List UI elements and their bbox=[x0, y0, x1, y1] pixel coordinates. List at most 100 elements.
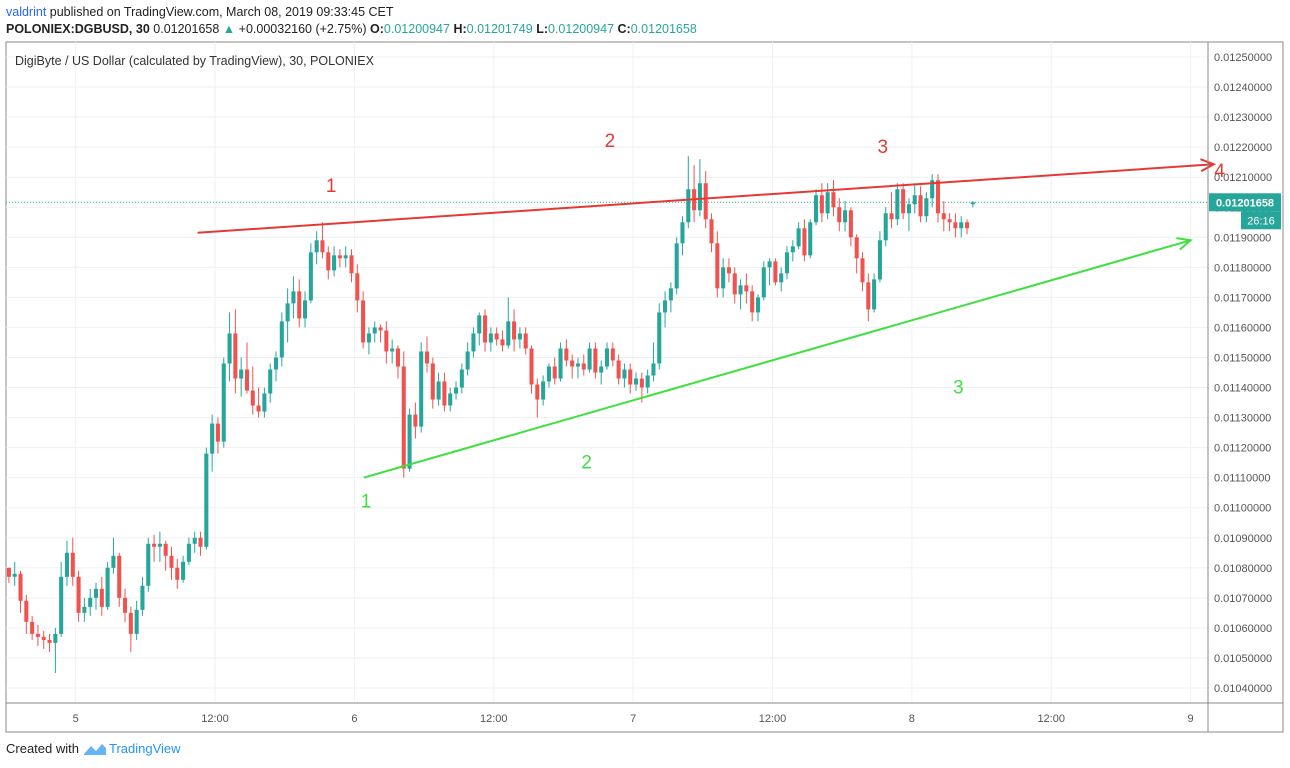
candle-body bbox=[239, 369, 244, 379]
candle bbox=[622, 363, 627, 388]
author-link[interactable]: valdrint bbox=[6, 5, 47, 19]
y-tick-label: 0.01210000 bbox=[1214, 172, 1272, 184]
candle bbox=[401, 351, 406, 478]
candle-body bbox=[535, 384, 540, 400]
candle-body bbox=[378, 327, 383, 331]
candle-body bbox=[326, 252, 331, 271]
candle bbox=[964, 219, 970, 235]
candle-body bbox=[332, 255, 337, 271]
candle bbox=[442, 372, 447, 412]
candle-body bbox=[755, 297, 761, 313]
candle-body bbox=[204, 453, 209, 547]
candle bbox=[953, 213, 958, 238]
candle-body bbox=[918, 195, 923, 217]
candle bbox=[361, 291, 366, 349]
candle bbox=[465, 342, 470, 376]
candle-body bbox=[256, 405, 261, 412]
publish-line: valdrint published on TradingView.com, M… bbox=[6, 4, 697, 21]
x-tick-label: 8 bbox=[909, 713, 915, 725]
candle-body bbox=[483, 315, 488, 343]
candle bbox=[436, 372, 441, 406]
candle-body bbox=[645, 375, 650, 388]
candle bbox=[854, 234, 859, 274]
candle bbox=[819, 183, 824, 223]
candle-body bbox=[471, 333, 476, 352]
candle bbox=[233, 309, 238, 394]
current-price-text: 0.01201658 bbox=[1216, 197, 1274, 209]
candle bbox=[198, 531, 203, 556]
close-label: C: bbox=[617, 22, 631, 36]
candle bbox=[773, 258, 778, 286]
x-tick-label: 9 bbox=[1188, 713, 1194, 725]
candle-body bbox=[779, 273, 784, 283]
candle bbox=[529, 345, 534, 394]
support-arrowhead bbox=[1176, 237, 1193, 251]
candle bbox=[610, 342, 615, 367]
resistance-arrowhead bbox=[1200, 158, 1217, 173]
candle-body bbox=[24, 600, 29, 622]
candle bbox=[674, 237, 679, 295]
candle-body bbox=[12, 573, 17, 577]
candle bbox=[692, 165, 697, 223]
wave-label-green: 1 bbox=[361, 492, 372, 513]
candle-body bbox=[593, 348, 598, 373]
candle bbox=[767, 258, 772, 286]
candle bbox=[390, 339, 395, 364]
candle bbox=[761, 261, 766, 301]
candle-body bbox=[285, 303, 290, 322]
candle-body bbox=[610, 348, 615, 361]
candle-body bbox=[517, 333, 522, 340]
candle bbox=[413, 402, 418, 439]
candle-body bbox=[860, 258, 865, 283]
candle bbox=[901, 183, 906, 220]
candle bbox=[970, 201, 975, 208]
candle-body bbox=[349, 255, 354, 274]
axes: 0.01250000 0.01240000 0.01230000 0.01220000… bbox=[6, 42, 1283, 732]
candle bbox=[866, 273, 871, 322]
candle-body bbox=[465, 351, 470, 370]
tradingview-brand[interactable]: TradingView bbox=[83, 741, 181, 756]
candle-body bbox=[436, 381, 441, 400]
y-tick-label: 0.01100000 bbox=[1214, 503, 1271, 515]
candle-body bbox=[494, 333, 499, 340]
candle-body bbox=[395, 348, 400, 367]
candle bbox=[564, 339, 569, 367]
candle-body bbox=[721, 267, 726, 289]
candle-body bbox=[941, 213, 946, 220]
candle-body bbox=[186, 543, 191, 562]
candle-body bbox=[169, 555, 174, 568]
candle bbox=[657, 303, 662, 370]
countdown-text: 26:16 bbox=[1247, 215, 1275, 227]
candle bbox=[726, 258, 731, 283]
published-text: published on TradingView.com, March 08, … bbox=[49, 5, 394, 19]
candle bbox=[593, 342, 598, 379]
price-tags: 0.01201658 26:16 bbox=[1209, 193, 1281, 230]
candle bbox=[721, 258, 726, 298]
brand-label: TradingView bbox=[108, 741, 181, 756]
candle bbox=[146, 537, 151, 592]
candle-body bbox=[163, 543, 168, 556]
candle bbox=[616, 354, 621, 385]
candle bbox=[448, 387, 453, 412]
candle-body bbox=[99, 588, 104, 607]
trendlines[interactable] bbox=[197, 158, 1217, 479]
candle bbox=[30, 615, 35, 640]
candle bbox=[430, 357, 435, 409]
wave-label-green: 2 bbox=[581, 453, 592, 474]
candle bbox=[227, 312, 232, 382]
candle bbox=[152, 534, 157, 562]
candle bbox=[459, 363, 464, 394]
candle-body bbox=[500, 339, 505, 346]
candle-body bbox=[18, 573, 23, 601]
candle bbox=[210, 414, 215, 472]
candle-body bbox=[964, 222, 970, 229]
candle-body bbox=[906, 204, 911, 214]
candle-body bbox=[372, 327, 377, 334]
ohlc-line: POLONIEX:DGBUSD, 30 0.01201658 ▲ +0.0003… bbox=[6, 21, 697, 38]
candle bbox=[157, 531, 162, 562]
candle-body bbox=[430, 363, 435, 400]
candle-body bbox=[581, 363, 586, 370]
candle bbox=[512, 309, 517, 352]
candle-body bbox=[355, 273, 360, 301]
